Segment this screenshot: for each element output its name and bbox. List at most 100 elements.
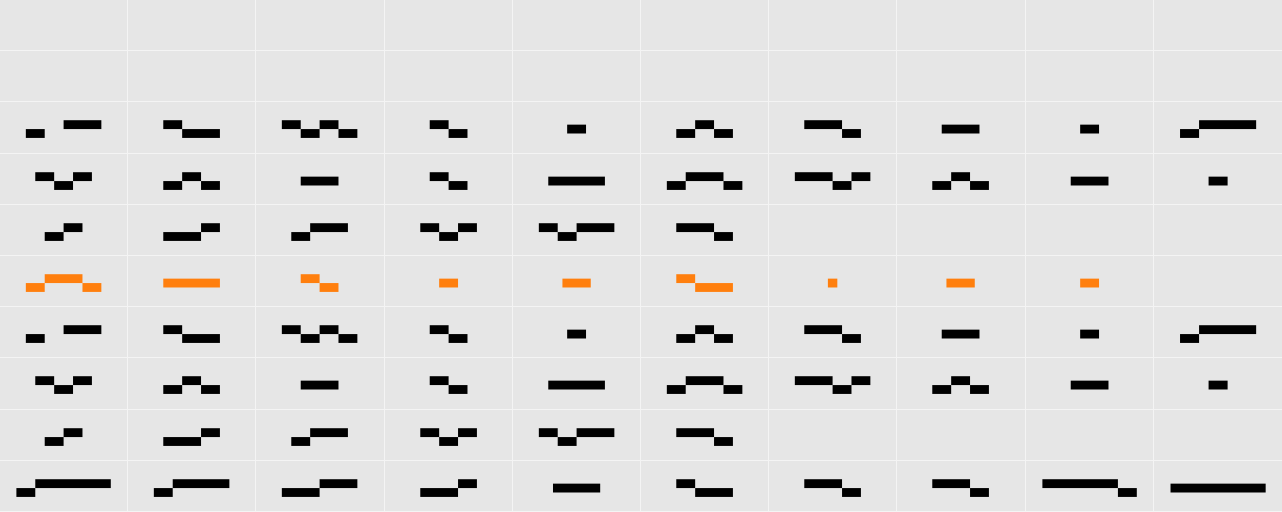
board-cell-r8-c4[interactable] <box>512 409 641 461</box>
board-cell-r2-c3[interactable] <box>384 102 513 154</box>
board-cell-r0-c1[interactable] <box>128 0 257 52</box>
board-cell-r7-c5[interactable] <box>640 358 770 410</box>
board-cell-r1-c5[interactable] <box>640 51 770 103</box>
board-cell-r3-c2[interactable] <box>256 153 385 205</box>
board-cell-r6-c7[interactable] <box>897 307 1026 359</box>
board-cell-r7-c3[interactable] <box>384 358 513 410</box>
board-cell-r6-c2[interactable] <box>256 307 385 359</box>
board-cell-r3-c3[interactable] <box>384 153 513 205</box>
board-cell-r6-c0[interactable] <box>0 307 129 359</box>
board-cell-r2-c6[interactable] <box>769 102 898 154</box>
board-cell-r1-c3[interactable] <box>384 51 513 103</box>
board-cell-r5-c9[interactable] <box>1153 256 1282 308</box>
board-cell-r9-c1[interactable] <box>128 460 257 512</box>
board-cell-r4-c0[interactable] <box>0 204 129 256</box>
board-cell-r6-c5[interactable] <box>640 307 770 359</box>
board-cell-r4-c9[interactable] <box>1153 205 1282 256</box>
board-cell-r5-c5[interactable] <box>640 256 770 308</box>
board-cell-r5-c4[interactable] <box>512 256 641 308</box>
board-cell-r6-c8[interactable] <box>1025 307 1154 359</box>
board-cell-r8-c2[interactable] <box>256 409 385 461</box>
board-cell-r0-c9[interactable] <box>1153 0 1282 52</box>
board-cell-r3-c1[interactable] <box>128 153 257 205</box>
board-cell-r0-c3[interactable] <box>384 0 513 52</box>
board-cell-r5-c8[interactable] <box>1025 256 1154 308</box>
board-cell-r7-c4[interactable] <box>512 358 641 410</box>
board-cell-r6-c3[interactable] <box>384 307 513 359</box>
board-cell-r9-c6[interactable] <box>769 460 898 512</box>
board-cell-r4-c6[interactable] <box>769 204 898 256</box>
board-cell-r7-c7[interactable] <box>897 358 1026 410</box>
board-cell-r0-c4[interactable] <box>512 0 641 52</box>
board-cell-r8-c0[interactable] <box>0 409 129 461</box>
board-cell-r2-c1[interactable] <box>128 102 257 154</box>
board-cell-r1-c7[interactable] <box>897 51 1026 103</box>
board-cell-r0-c7[interactable] <box>897 0 1026 52</box>
board-cell-r2-c8[interactable] <box>1025 102 1154 154</box>
board-cell-r9-c2[interactable] <box>256 460 385 512</box>
board-cell-r2-c9[interactable] <box>1153 102 1282 154</box>
board-cell-r3-c7[interactable] <box>897 153 1026 205</box>
board-cell-r7-c9[interactable] <box>1153 358 1282 410</box>
board-cell-r8-c9[interactable] <box>1153 410 1282 461</box>
board-cell-r2-c7[interactable] <box>897 102 1026 154</box>
board-cell-r9-c0[interactable] <box>0 460 129 512</box>
board-cell-r4-c7[interactable] <box>897 204 1026 256</box>
board-cell-r9-c5[interactable] <box>640 460 770 512</box>
board-cell-r0-c0[interactable] <box>0 0 129 52</box>
board-cell-r7-c2[interactable] <box>256 358 385 410</box>
board-cell-r4-c1[interactable] <box>128 204 257 256</box>
board-cell-r1-c2[interactable] <box>256 51 385 103</box>
board-cell-r1-c1[interactable] <box>128 51 257 103</box>
board-cell-r2-c5[interactable] <box>640 102 770 154</box>
board-cell-r0-c2[interactable] <box>256 0 385 52</box>
board-cell-r9-c3[interactable] <box>384 460 513 512</box>
board-cell-r4-c8[interactable] <box>1025 204 1154 256</box>
board-cell-r9-c4[interactable] <box>512 460 641 512</box>
board-cell-r6-c4[interactable] <box>512 307 641 359</box>
board-cell-r6-c6[interactable] <box>769 307 898 359</box>
board-cell-r6-c1[interactable] <box>128 307 257 359</box>
board-cell-r1-c6[interactable] <box>769 51 898 103</box>
board-cell-r8-c5[interactable] <box>640 409 770 461</box>
board-cell-r5-c1[interactable] <box>128 256 257 308</box>
board-cell-r6-c9[interactable] <box>1153 307 1282 359</box>
board-cell-r8-c3[interactable] <box>384 409 513 461</box>
board-cell-r2-c0[interactable] <box>0 102 129 154</box>
board-cell-r7-c1[interactable] <box>128 358 257 410</box>
board-cell-r8-c6[interactable] <box>769 409 898 461</box>
board-cell-r2-c2[interactable] <box>256 102 385 154</box>
board-cell-r5-c6[interactable] <box>769 256 898 308</box>
board-cell-r3-c0[interactable] <box>0 153 129 205</box>
board-cell-r9-c8[interactable] <box>1025 460 1154 512</box>
board-cell-r9-c7[interactable] <box>897 460 1026 512</box>
board-cell-r7-c8[interactable] <box>1025 358 1154 410</box>
board-cell-r8-c8[interactable] <box>1025 409 1154 461</box>
board-cell-r3-c8[interactable] <box>1025 153 1154 205</box>
board-cell-r1-c8[interactable] <box>1025 51 1154 103</box>
board-cell-r7-c6[interactable] <box>769 358 898 410</box>
board-cell-r8-c7[interactable] <box>897 409 1026 461</box>
board-cell-r0-c6[interactable] <box>769 0 898 52</box>
board-cell-r3-c9[interactable] <box>1153 154 1282 205</box>
board-cell-r4-c4[interactable] <box>512 204 641 256</box>
board-cell-r3-c6[interactable] <box>769 153 898 205</box>
board-cell-r0-c5[interactable] <box>640 0 770 52</box>
board-cell-r8-c1[interactable] <box>128 409 257 461</box>
board-cell-r3-c4[interactable] <box>512 153 641 205</box>
board-cell-r4-c2[interactable] <box>256 204 385 256</box>
board-cell-r1-c9[interactable] <box>1153 51 1282 103</box>
board-cell-r2-c4[interactable] <box>512 102 641 154</box>
board-cell-r5-c0[interactable] <box>0 256 129 308</box>
board-cell-r9-c9[interactable] <box>1153 461 1282 512</box>
board-cell-r1-c0[interactable] <box>0 51 129 103</box>
board-cell-r7-c0[interactable] <box>0 358 129 410</box>
board-cell-r5-c2[interactable] <box>256 256 385 308</box>
board-cell-r3-c5[interactable] <box>640 153 770 205</box>
board-cell-r5-c7[interactable] <box>897 256 1026 308</box>
board-cell-r0-c8[interactable] <box>1025 0 1154 52</box>
board-cell-r4-c5[interactable] <box>640 204 770 256</box>
board-cell-r5-c3[interactable] <box>384 256 513 308</box>
board-cell-r1-c4[interactable] <box>512 51 641 103</box>
board-cell-r4-c3[interactable] <box>384 204 513 256</box>
